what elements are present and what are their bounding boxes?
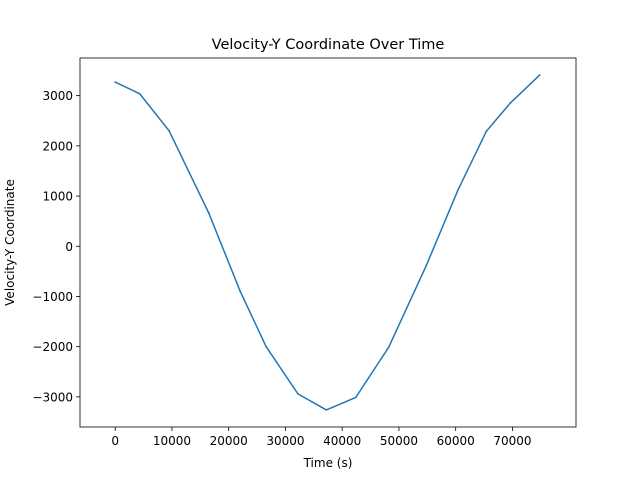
y-tick-label: 1000 — [42, 190, 73, 204]
y-tick-label: −3000 — [32, 390, 73, 404]
data-point — [207, 212, 210, 215]
data-point — [387, 346, 390, 349]
x-tick-label: 10000 — [153, 434, 191, 448]
x-tick-label: 30000 — [266, 434, 304, 448]
plot-frame — [79, 57, 577, 428]
y-tick-label: 3000 — [42, 89, 73, 103]
data-point — [265, 345, 268, 348]
series-line — [114, 74, 541, 411]
data-point — [138, 92, 141, 95]
plot-area: 0 10000 20000 30000 40000 50000 60000 70000 300… — [32, 57, 577, 448]
data-point — [354, 396, 357, 399]
data-point — [457, 189, 459, 191]
x-axis: 0 10000 20000 30000 40000 50000 60000 70000 — [111, 427, 532, 448]
data-point — [114, 81, 117, 83]
data-point — [297, 392, 299, 395]
data-point — [168, 129, 170, 132]
x-tick-label: 0 — [111, 434, 119, 448]
data-point — [239, 290, 241, 292]
data-point — [425, 264, 428, 267]
data-point — [538, 74, 541, 76]
data-point — [485, 130, 488, 133]
x-tick-label: 40000 — [323, 434, 361, 448]
x-tick-label: 50000 — [380, 434, 418, 448]
y-axis-label: Velocity-Y Coordinate — [3, 179, 17, 306]
y-tick-label: −2000 — [32, 340, 73, 354]
y-tick-label: 0 — [65, 240, 73, 254]
series-layer — [114, 74, 541, 411]
x-tick-label: 60000 — [437, 434, 475, 448]
y-axis: 3000 2000 1000 0 −1000 −2000 −3000 — [32, 89, 80, 404]
data-point — [325, 409, 328, 411]
x-tick-label: 70000 — [493, 434, 531, 448]
x-axis-label: Time (s) — [303, 456, 353, 470]
chart-title: Velocity-Y Coordinate Over Time — [212, 37, 445, 53]
y-tick-label: −1000 — [32, 290, 73, 304]
x-tick-label: 20000 — [210, 434, 248, 448]
data-point — [509, 102, 512, 105]
y-tick-label: 2000 — [42, 139, 73, 153]
